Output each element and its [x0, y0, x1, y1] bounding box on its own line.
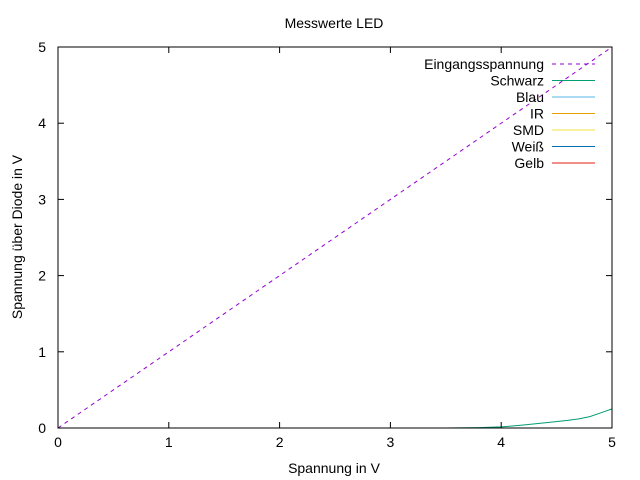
- legend-label: Schwarz: [490, 73, 544, 89]
- y-tick-label: 0: [38, 420, 46, 436]
- plot-frame: [57, 46, 613, 429]
- series-line-schwarz: [445, 408, 613, 429]
- x-tick-label: 1: [165, 434, 173, 450]
- chart-title: Messwerte LED: [285, 15, 384, 31]
- y-tick-label: 2: [38, 268, 46, 284]
- x-tick-label: 3: [387, 434, 395, 450]
- series-line-eingangsspannung: [57, 46, 613, 429]
- legend-label: Eingangsspannung: [424, 56, 544, 72]
- x-tick-label: 4: [497, 434, 505, 450]
- y-tick-label: 1: [38, 344, 46, 360]
- y-axis-label: Spannung über Diode in V: [9, 154, 25, 319]
- x-axis-label: Spannung in V: [288, 460, 381, 476]
- legend-label: Weiß: [512, 139, 544, 155]
- y-tick-label: 4: [38, 115, 46, 131]
- legend-label: IR: [530, 106, 544, 122]
- x-tick-label: 5: [608, 434, 616, 450]
- x-tick-label: 0: [54, 434, 62, 450]
- x-tick-label: 2: [276, 434, 284, 450]
- legend-label: SMD: [513, 122, 544, 138]
- legend-label: Blau: [516, 89, 544, 105]
- y-tick-label: 3: [38, 191, 46, 207]
- legend-label: Gelb: [514, 155, 544, 171]
- y-tick-label: 5: [38, 39, 46, 55]
